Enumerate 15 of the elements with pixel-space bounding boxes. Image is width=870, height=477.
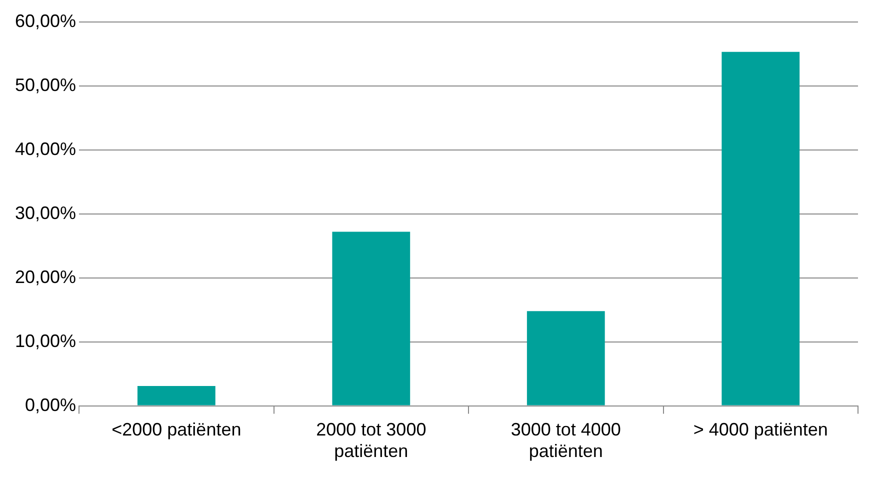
x-tick-label: <2000 patiënten	[112, 420, 242, 440]
y-tick-label: 60,00%	[14, 10, 76, 31]
bar	[722, 52, 800, 406]
y-tick-label: 20,00%	[14, 266, 76, 287]
y-tick-label: 0,00%	[25, 394, 76, 415]
bar	[526, 311, 605, 406]
y-tick-label: 10,00%	[14, 330, 76, 351]
x-tick-label: 3000 tot 4000 patiënten	[510, 420, 621, 462]
x-tick-label: > 4000 patiënten	[693, 420, 828, 440]
y-tick-label: 30,00%	[14, 202, 76, 223]
bar	[137, 386, 216, 406]
bar	[332, 232, 410, 406]
y-tick-label: 40,00%	[14, 138, 76, 159]
x-tick-label: 2000 tot 3000 patiënten	[316, 420, 426, 462]
y-tick-label: 50,00%	[14, 74, 76, 95]
